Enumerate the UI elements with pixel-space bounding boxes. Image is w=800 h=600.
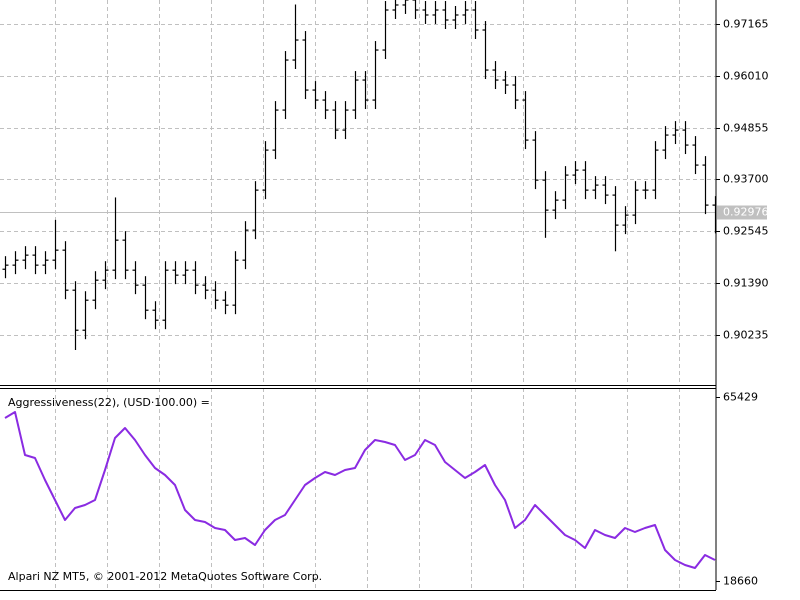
indicator-panel [4, 388, 716, 590]
current-price-box [717, 205, 767, 220]
price-panel [0, 0, 716, 385]
indicator-line [4, 411, 716, 569]
y-tick-label: 0.92545 [723, 225, 769, 238]
y-tick-label: 0.94855 [723, 122, 769, 135]
axes: 0.97165 0.96010 0.94855 0.93700 0.92545 0.913… [716, 18, 769, 588]
y-tick-label: 0.96010 [723, 70, 769, 83]
y-tick-label: 0.93700 [723, 173, 769, 186]
y-tick-label: 0.90235 [723, 329, 769, 342]
y-tick-label: 65429 [723, 391, 758, 404]
y-tick-label: 0.91390 [723, 277, 769, 290]
y-tick-label: 0.97165 [723, 18, 769, 31]
copyright: Alpari NZ MT5, © 2001-2012 MetaQuotes So… [8, 570, 322, 583]
indicator-title: Aggressiveness(22), (USD·100.00) = [8, 396, 210, 409]
y-tick-label: 18660 [723, 575, 758, 588]
current-price-label: 0.92976 [723, 206, 769, 219]
